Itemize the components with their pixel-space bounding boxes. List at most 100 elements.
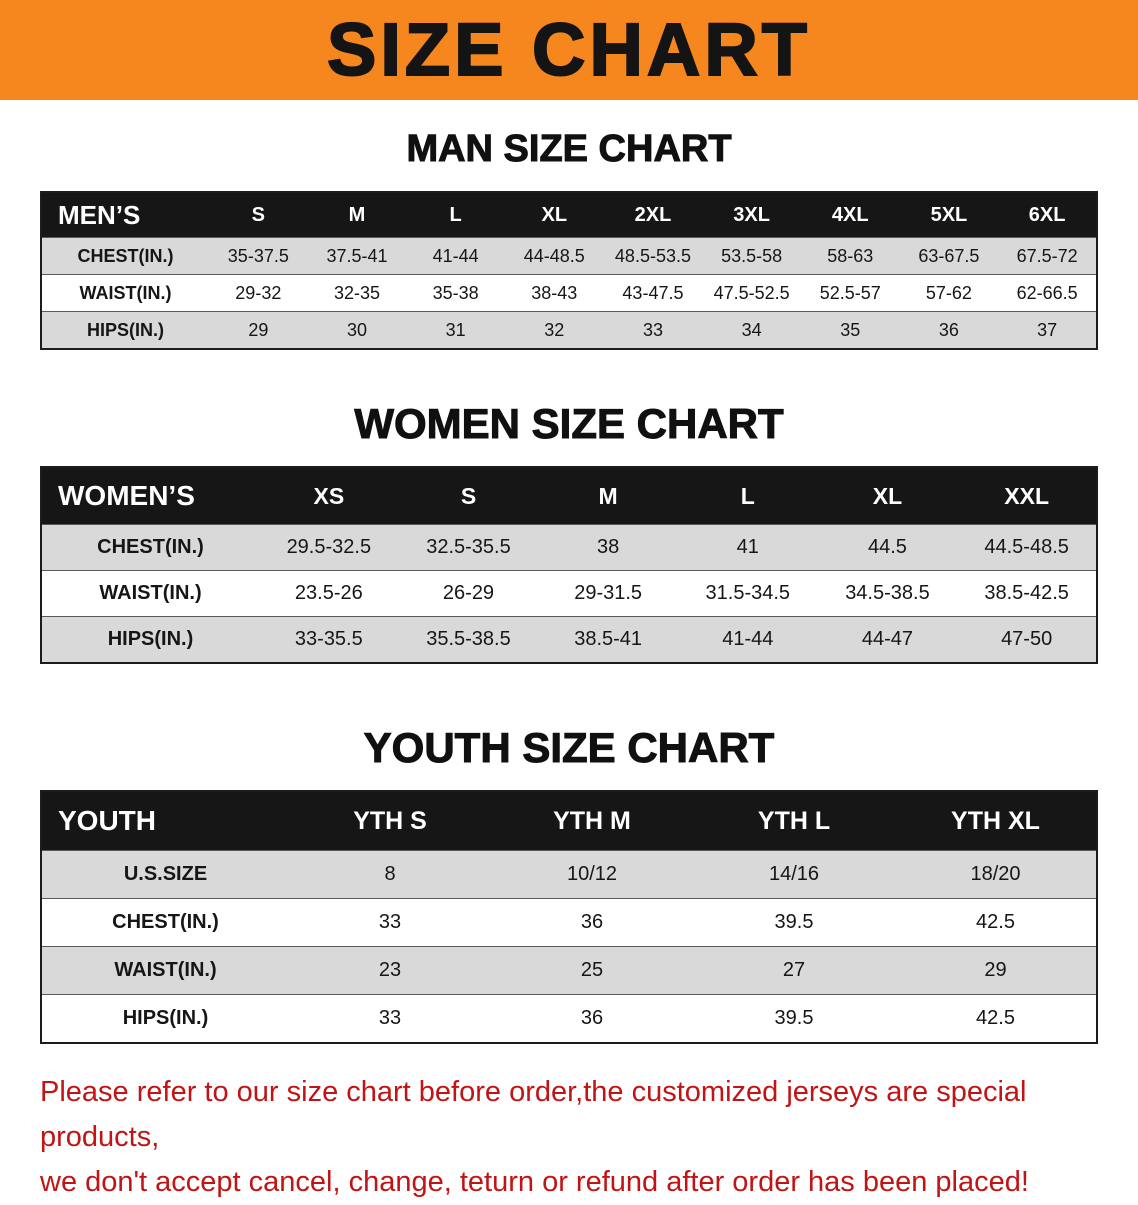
- row-label: WAIST(IN.): [41, 946, 289, 995]
- table-row: CHEST(IN.) 29.5-32.5 32.5-35.5 38 41 44.5 44.5…: [41, 524, 1097, 571]
- order-policy-note-line-1: Please refer to our size chart before or…: [40, 1076, 1027, 1153]
- table-row: CHEST(IN.) 35-37.5 37.5-41 41-44 44-48.5 48.5…: [41, 237, 1097, 275]
- size-value-cell: 25: [491, 946, 693, 995]
- table-row: HIPS(IN.) 33-35.5 35.5-38.5 38.5-41 41-44 44-…: [41, 616, 1097, 664]
- size-value-cell: 36: [491, 994, 693, 1044]
- table-row: WAIST(IN.) 23.5-26 26-29 29-31.5 31.5-34.5 34…: [41, 570, 1097, 617]
- row-label: CHEST(IN.): [41, 524, 259, 571]
- column-header: S: [209, 192, 308, 238]
- size-value-cell: 35-38: [406, 274, 505, 312]
- order-policy-note-line-2: we don't accept cancel, change, teturn o…: [40, 1166, 1029, 1198]
- size-value-cell: 31: [406, 311, 505, 350]
- size-value-cell: 26-29: [398, 570, 539, 617]
- column-header: XL: [817, 467, 958, 525]
- column-header: XL: [504, 192, 604, 238]
- column-header: YTH L: [693, 791, 895, 851]
- size-value-cell: 30: [307, 311, 407, 350]
- size-value-cell: 38: [538, 524, 678, 571]
- size-value-cell: 33-35.5: [259, 616, 399, 664]
- men-size-chart-section: MAN SIZE CHART MEN’S S M L XL 2XL 3XL 4XL 5XL 6XL…: [0, 128, 1138, 350]
- table-title: MEN’S: [41, 192, 209, 238]
- size-value-cell: 42.5: [895, 898, 1097, 947]
- size-value-cell: 47-50: [957, 616, 1097, 664]
- size-value-cell: 8: [289, 850, 491, 899]
- size-value-cell: 32.5-35.5: [398, 524, 539, 571]
- size-value-cell: 44.5-48.5: [957, 524, 1097, 571]
- table-title: YOUTH: [41, 791, 289, 851]
- youth-section-heading: YOUTH SIZE CHART: [363, 724, 775, 772]
- size-value-cell: 57-62: [899, 274, 999, 312]
- table-row: U.S.SIZE 8 10/12 14/16 18/20: [41, 850, 1097, 899]
- column-header: 3XL: [702, 192, 801, 238]
- size-value-cell: 67.5-72: [998, 237, 1097, 275]
- column-header: YTH M: [491, 791, 693, 851]
- size-value-cell: 63-67.5: [899, 237, 999, 275]
- column-header: L: [677, 467, 818, 525]
- table-header-row: WOMEN’S XS S M L XL XXL: [41, 467, 1097, 525]
- row-label: CHEST(IN.): [41, 898, 289, 947]
- column-header: YTH XL: [895, 791, 1097, 851]
- size-value-cell: 41: [677, 524, 818, 571]
- size-chart-banner: SIZE CHART: [0, 0, 1138, 100]
- column-header: 2XL: [603, 192, 703, 238]
- size-value-cell: 36: [491, 898, 693, 947]
- size-value-cell: 14/16: [693, 850, 895, 899]
- youth-size-table: YOUTH YTH S YTH M YTH L YTH XL U.S.SIZE 8 10/12…: [40, 790, 1098, 1044]
- size-value-cell: 44.5: [817, 524, 958, 571]
- column-header: YTH S: [289, 791, 491, 851]
- size-value-cell: 41-44: [406, 237, 505, 275]
- size-value-cell: 39.5: [693, 994, 895, 1044]
- column-header: M: [307, 192, 407, 238]
- column-header: 5XL: [899, 192, 999, 238]
- size-value-cell: 41-44: [677, 616, 818, 664]
- table-row: WAIST(IN.) 23 25 27 29: [41, 946, 1097, 995]
- size-value-cell: 44-48.5: [504, 237, 604, 275]
- youth-size-chart-section: YOUTH SIZE CHART YOUTH YTH S YTH M YTH L YTH…: [0, 724, 1138, 1044]
- size-value-cell: 37.5-41: [307, 237, 407, 275]
- size-value-cell: 29: [209, 311, 308, 350]
- size-value-cell: 23: [289, 946, 491, 995]
- size-value-cell: 33: [289, 994, 491, 1044]
- size-value-cell: 35.5-38.5: [398, 616, 539, 664]
- size-value-cell: 43-47.5: [603, 274, 703, 312]
- column-header: XXL: [957, 467, 1097, 525]
- table-header-row: YOUTH YTH S YTH M YTH L YTH XL: [41, 791, 1097, 851]
- column-header: 6XL: [998, 192, 1097, 238]
- women-size-chart-section: WOMEN SIZE CHART WOMEN’S XS S M L XL XXL CHEST(…: [0, 400, 1138, 664]
- column-header: XS: [259, 467, 399, 525]
- women-section-heading: WOMEN SIZE CHART: [354, 400, 784, 448]
- row-label: HIPS(IN.): [41, 311, 209, 350]
- column-header: L: [406, 192, 505, 238]
- size-value-cell: 10/12: [491, 850, 693, 899]
- size-value-cell: 18/20: [895, 850, 1097, 899]
- size-value-cell: 29.5-32.5: [259, 524, 399, 571]
- women-size-table: WOMEN’S XS S M L XL XXL CHEST(IN.) 29.5-32.5 32.5…: [40, 466, 1098, 664]
- size-value-cell: 34: [702, 311, 801, 350]
- size-value-cell: 32: [504, 311, 604, 350]
- row-label: U.S.SIZE: [41, 850, 289, 899]
- size-value-cell: 29-32: [209, 274, 308, 312]
- size-value-cell: 32-35: [307, 274, 407, 312]
- size-value-cell: 29-31.5: [538, 570, 678, 617]
- size-value-cell: 34.5-38.5: [817, 570, 958, 617]
- row-label: HIPS(IN.): [41, 616, 259, 664]
- size-value-cell: 38.5-42.5: [957, 570, 1097, 617]
- size-value-cell: 23.5-26: [259, 570, 399, 617]
- size-value-cell: 35: [800, 311, 900, 350]
- size-value-cell: 35-37.5: [209, 237, 308, 275]
- banner-title: SIZE CHART: [326, 8, 811, 91]
- column-header: M: [538, 467, 678, 525]
- row-label: HIPS(IN.): [41, 994, 289, 1044]
- size-value-cell: 62-66.5: [998, 274, 1097, 312]
- table-title: WOMEN’S: [41, 467, 259, 525]
- size-value-cell: 27: [693, 946, 895, 995]
- size-value-cell: 52.5-57: [800, 274, 900, 312]
- size-value-cell: 36: [899, 311, 999, 350]
- column-header: 4XL: [800, 192, 900, 238]
- order-policy-note: Please refer to our size chart before or…: [40, 1070, 1102, 1205]
- size-value-cell: 53.5-58: [702, 237, 801, 275]
- size-value-cell: 39.5: [693, 898, 895, 947]
- table-row: WAIST(IN.) 29-32 32-35 35-38 38-43 43-47.5 47.…: [41, 274, 1097, 312]
- size-value-cell: 29: [895, 946, 1097, 995]
- size-value-cell: 38-43: [504, 274, 604, 312]
